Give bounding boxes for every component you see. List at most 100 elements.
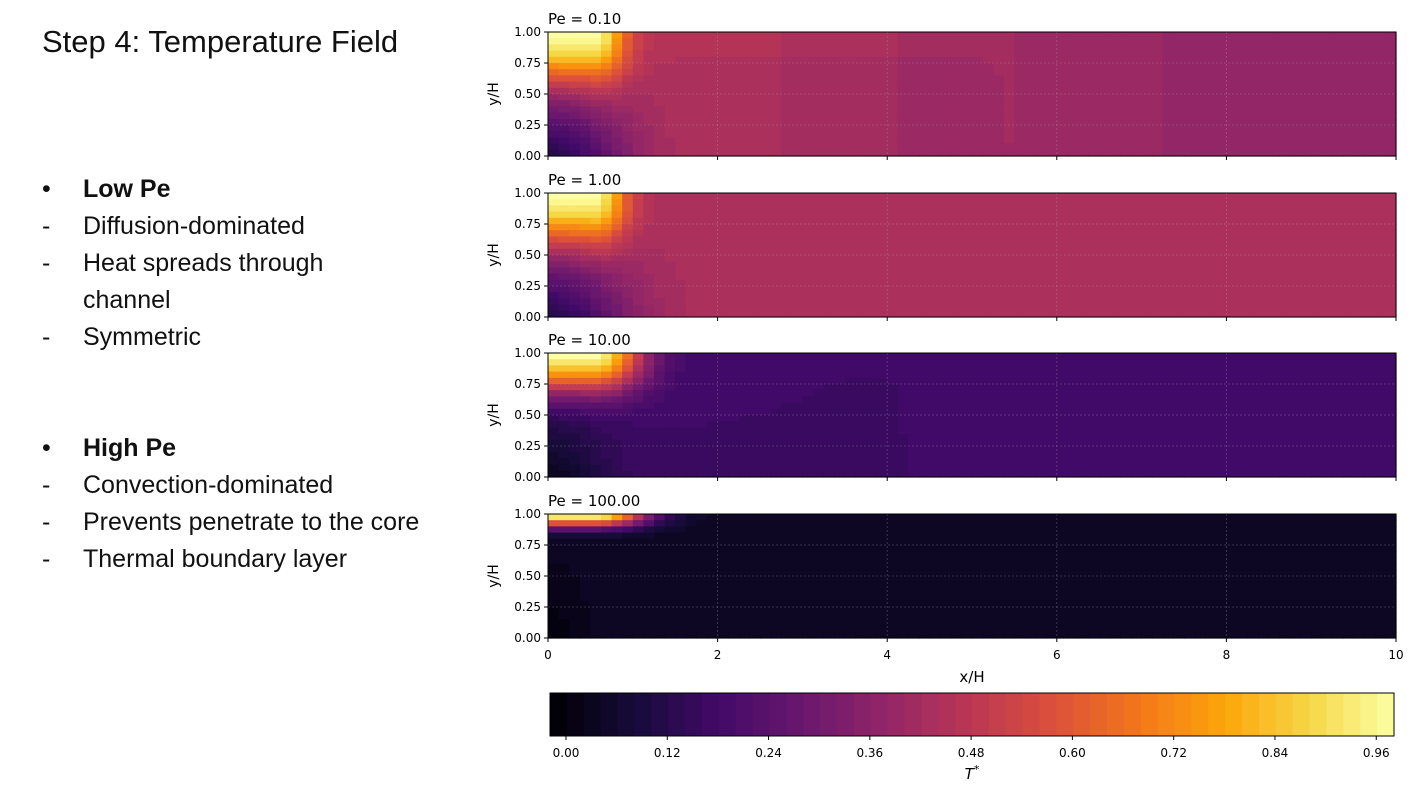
heatmap-cell (1332, 433, 1344, 441)
heatmap-cell (929, 273, 941, 281)
heatmap-cell (1258, 143, 1270, 151)
heatmap-cell (1152, 359, 1164, 366)
heatmap-cell (548, 149, 560, 157)
heatmap-cell (601, 112, 613, 120)
heatmap-cell (876, 292, 888, 299)
heatmap-cell (1141, 75, 1153, 83)
heatmap-cell (1131, 118, 1143, 126)
heatmap-cell (1194, 408, 1206, 416)
heatmap-cell (643, 236, 655, 244)
heatmap-cell (1046, 63, 1058, 70)
heatmap-cell (1364, 439, 1376, 447)
heatmap-cell (707, 261, 719, 268)
heatmap-cell (738, 452, 750, 459)
heatmap-cell (834, 415, 846, 422)
heatmap-cell (823, 248, 835, 256)
heatmap-cell (1162, 292, 1174, 299)
heatmap-cell (1300, 365, 1312, 373)
heatmap-cell (1078, 56, 1090, 64)
heatmap-cell (558, 538, 570, 546)
heatmap-cell (1290, 143, 1302, 151)
heatmap-cell (1385, 452, 1397, 459)
heatmap-cell (1035, 38, 1047, 45)
heatmap-cell (1194, 433, 1206, 441)
heatmap-cell (717, 292, 729, 299)
heatmap-cell (632, 298, 644, 306)
heatmap-cell (993, 298, 1005, 306)
heatmap-cell (929, 255, 941, 262)
heatmap-cell (1343, 205, 1355, 213)
heatmap-cell (1332, 298, 1344, 306)
heatmap-cell (590, 81, 602, 89)
heatmap-cell (802, 131, 814, 138)
heatmap-cell (950, 94, 962, 101)
heatmap-cell (558, 588, 570, 596)
heatmap-cell (940, 112, 952, 120)
heatmap-cell (1290, 286, 1302, 293)
heatmap-cell (548, 205, 560, 213)
heatmap-cell (876, 236, 888, 244)
heatmap-cell (791, 439, 803, 447)
heatmap-cell (1046, 464, 1058, 472)
heatmap-cell (1152, 433, 1164, 441)
heatmap-cell (558, 458, 570, 466)
heatmap-cell (1152, 304, 1164, 312)
heatmap-cell (1099, 44, 1111, 52)
heatmap-cell (569, 199, 581, 206)
heatmap-cell (1258, 217, 1270, 225)
heatmap-cell (908, 143, 920, 151)
heatmap-cell (781, 211, 793, 219)
heatmap-cell (813, 310, 825, 318)
heatmap-cell (1343, 310, 1355, 318)
heatmap-cell (1268, 421, 1280, 428)
heatmap-cell (675, 433, 687, 441)
heatmap-cell (770, 273, 782, 281)
heatmap-cell (1247, 205, 1259, 213)
heatmap-cell (1205, 304, 1217, 312)
heatmap-cell (664, 421, 676, 428)
heatmap-cell (1332, 242, 1344, 250)
heatmap-cell (749, 458, 761, 466)
heatmap-cell (643, 304, 655, 312)
heatmap-cell (866, 402, 878, 410)
heatmap-cell (548, 470, 560, 478)
heatmap-cell (1099, 100, 1111, 107)
heatmap-cell (887, 286, 899, 293)
heatmap-cell (1215, 279, 1227, 287)
heatmap-cell (1067, 205, 1079, 213)
heatmap-cell (548, 600, 560, 608)
heatmap-cell (632, 304, 644, 312)
heatmap-cell (1237, 292, 1249, 299)
heatmap-cell (558, 551, 570, 558)
heatmap-cell (1385, 371, 1397, 379)
heatmap-cell (770, 402, 782, 410)
heatmap-cell (601, 470, 613, 478)
heatmap-cell (1332, 236, 1344, 244)
y-tick-label: 1.00 (514, 25, 541, 39)
heatmap-cell (611, 149, 623, 157)
heatmap-cell (1046, 242, 1058, 250)
heatmap-cell (1131, 304, 1143, 312)
heatmap-cell (760, 217, 772, 225)
heatmap-cell (1237, 390, 1249, 397)
heatmap-cell (1226, 211, 1238, 219)
heatmap-cell (1035, 464, 1047, 472)
heatmap-cell (770, 464, 782, 472)
heatmap-cell (1046, 106, 1058, 114)
heatmap-cell (1353, 38, 1365, 45)
heatmap-cell (1152, 470, 1164, 478)
heatmap-cell (1205, 298, 1217, 306)
heatmap-cell (1332, 402, 1344, 410)
heatmap-cell (611, 217, 623, 225)
heatmap-cell (919, 353, 931, 360)
heatmap-cell (569, 452, 581, 459)
heatmap-cell (1131, 217, 1143, 225)
heatmap-cell (569, 137, 581, 145)
heatmap-cell (749, 267, 761, 275)
heatmap-cell (707, 137, 719, 145)
heatmap-cell (728, 87, 740, 95)
heatmap-cell (929, 106, 941, 114)
heatmap-cell (1290, 310, 1302, 318)
heatmap-cell (1109, 353, 1121, 360)
heatmap-cell (1290, 131, 1302, 138)
